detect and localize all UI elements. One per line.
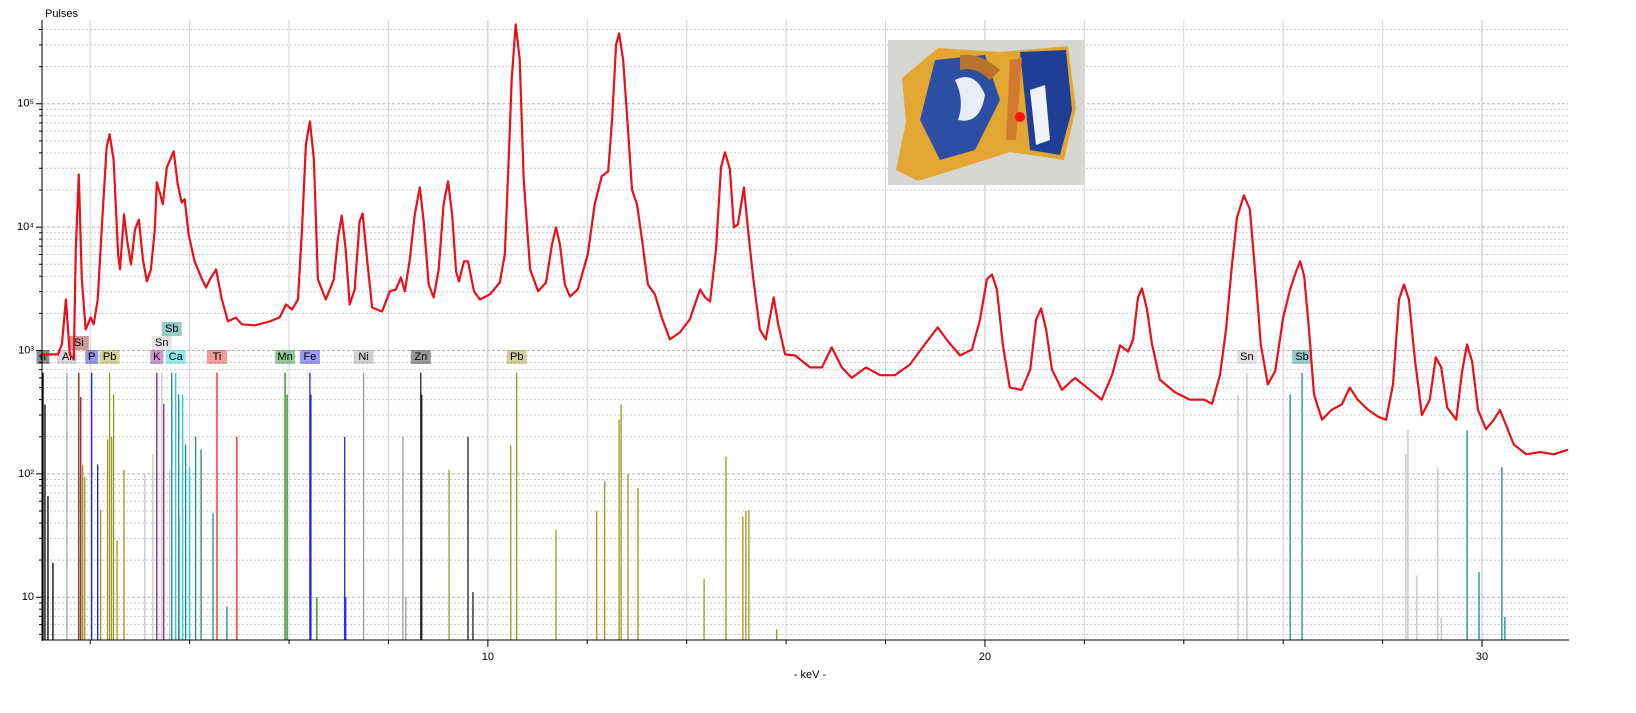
element-label: Fe bbox=[303, 351, 316, 363]
x-tick-label: 30 bbox=[1476, 651, 1488, 663]
element-label-box bbox=[353, 350, 374, 364]
element-label-box bbox=[99, 350, 120, 364]
element-label-box bbox=[506, 350, 527, 364]
element-label-box bbox=[1236, 350, 1257, 364]
element-lines bbox=[42, 372, 1506, 640]
element-label-box bbox=[275, 350, 296, 364]
element-label: P bbox=[88, 351, 95, 363]
element-label: Sn bbox=[155, 337, 168, 349]
element-label: K bbox=[153, 351, 161, 363]
element-label: Al bbox=[62, 351, 72, 363]
element-label-box bbox=[299, 350, 320, 364]
element-labels: Al P K Ca Ti Mn Fe Ni Zn Pb Sn Sb Si Pb Sn Sb n bbox=[36, 322, 1313, 364]
element-label-box bbox=[206, 350, 227, 364]
spectrum-line bbox=[42, 23, 1569, 456]
y-tick-label: 10³ bbox=[18, 344, 34, 356]
element-label-box bbox=[1292, 350, 1313, 364]
element-label: Ti bbox=[213, 351, 222, 363]
spectrum-layer bbox=[42, 23, 1569, 456]
element-label: Zn bbox=[414, 351, 427, 363]
element-label: Sb bbox=[165, 323, 178, 335]
sample-photo bbox=[888, 40, 1085, 185]
element-label: Ni bbox=[358, 351, 368, 363]
element-label-box bbox=[150, 350, 164, 364]
x-tick-label: 10 bbox=[482, 651, 494, 663]
y-tick-label: 10⁵ bbox=[17, 98, 34, 110]
y-axis-title: Pulses bbox=[45, 8, 79, 20]
y-tick-label: 10 bbox=[22, 591, 34, 603]
element-label: Pb bbox=[510, 351, 523, 363]
element-label: Mn bbox=[277, 351, 292, 363]
element-label: Ca bbox=[169, 351, 184, 363]
element-label-box bbox=[56, 350, 77, 364]
element-label: Si bbox=[74, 337, 84, 349]
y-tick-label: 10⁴ bbox=[17, 221, 34, 233]
element-label-box bbox=[410, 350, 431, 364]
grid bbox=[36, 20, 1568, 647]
element-label-box bbox=[165, 350, 186, 364]
y-tick-label: 10² bbox=[18, 468, 34, 480]
element-label: n bbox=[40, 351, 46, 363]
element-label-box bbox=[85, 350, 99, 364]
x-axis-title: - keV - bbox=[794, 669, 827, 681]
x-tick-label: 20 bbox=[979, 651, 991, 663]
element-label: Sb bbox=[1295, 351, 1308, 363]
element-label-box bbox=[151, 336, 172, 350]
element-label: Pb bbox=[103, 351, 116, 363]
element-label-box bbox=[161, 322, 182, 336]
element-label: Sn bbox=[1240, 351, 1253, 363]
